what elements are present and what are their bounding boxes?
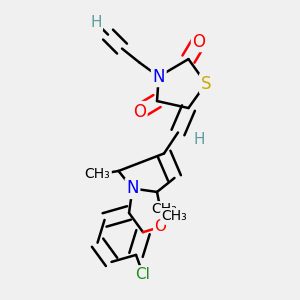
- Text: N: N: [126, 179, 139, 197]
- Text: H: H: [193, 132, 205, 147]
- Text: O: O: [154, 219, 166, 234]
- Text: H: H: [90, 15, 102, 30]
- Text: Cl: Cl: [136, 267, 150, 282]
- Text: N: N: [152, 68, 165, 85]
- Text: CH₃: CH₃: [151, 202, 177, 216]
- Text: S: S: [201, 75, 211, 93]
- Text: O: O: [193, 33, 206, 51]
- Text: O: O: [133, 103, 146, 121]
- Text: CH₃: CH₃: [162, 209, 188, 224]
- Text: CH₃: CH₃: [85, 167, 110, 182]
